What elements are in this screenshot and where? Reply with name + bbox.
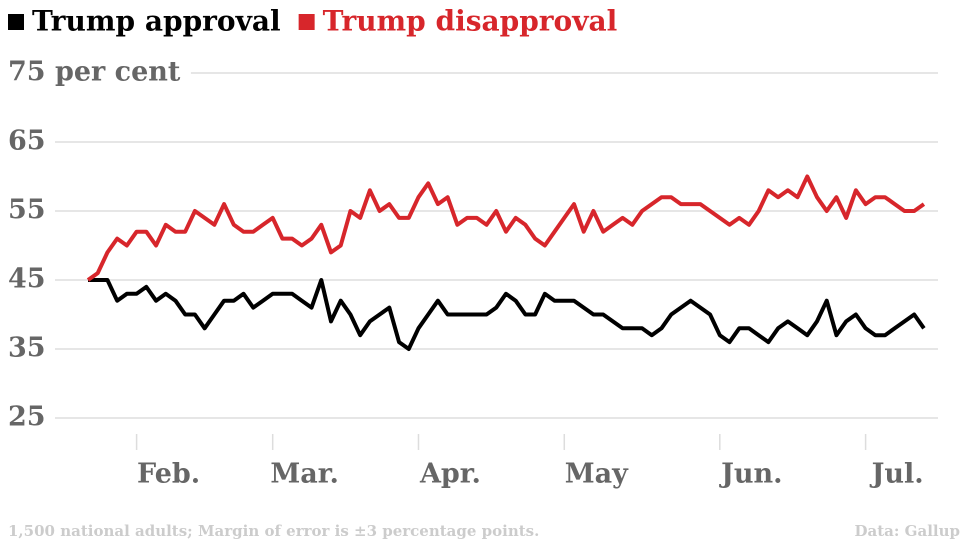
x-tick-label: May bbox=[565, 459, 629, 490]
y-tick-label: 35 bbox=[8, 333, 46, 364]
y-tick-label: 65 bbox=[8, 126, 46, 157]
y-tick-label: 55 bbox=[8, 195, 46, 226]
y-tick-label: 75 per cent bbox=[8, 57, 181, 88]
series-line bbox=[88, 278, 926, 351]
x-tick-label: Jul. bbox=[870, 459, 924, 490]
y-tick-label: 45 bbox=[8, 264, 46, 295]
x-tick-label: Jun. bbox=[719, 459, 782, 490]
legend-label: Trump approval bbox=[32, 5, 281, 38]
legend-swatch bbox=[298, 14, 315, 30]
series-line bbox=[86, 174, 926, 282]
x-tick-label: Mar. bbox=[270, 459, 339, 490]
x-tick-label: Feb. bbox=[137, 459, 200, 490]
x-tick-label: Apr. bbox=[419, 459, 481, 490]
source: Data: Gallup bbox=[855, 522, 960, 540]
y-tick-label: 25 bbox=[8, 402, 46, 433]
legend-label: Trump disapproval bbox=[323, 5, 618, 38]
legend-swatch bbox=[8, 14, 24, 30]
footnote: 1,500 national adults; Margin of error i… bbox=[8, 522, 539, 540]
